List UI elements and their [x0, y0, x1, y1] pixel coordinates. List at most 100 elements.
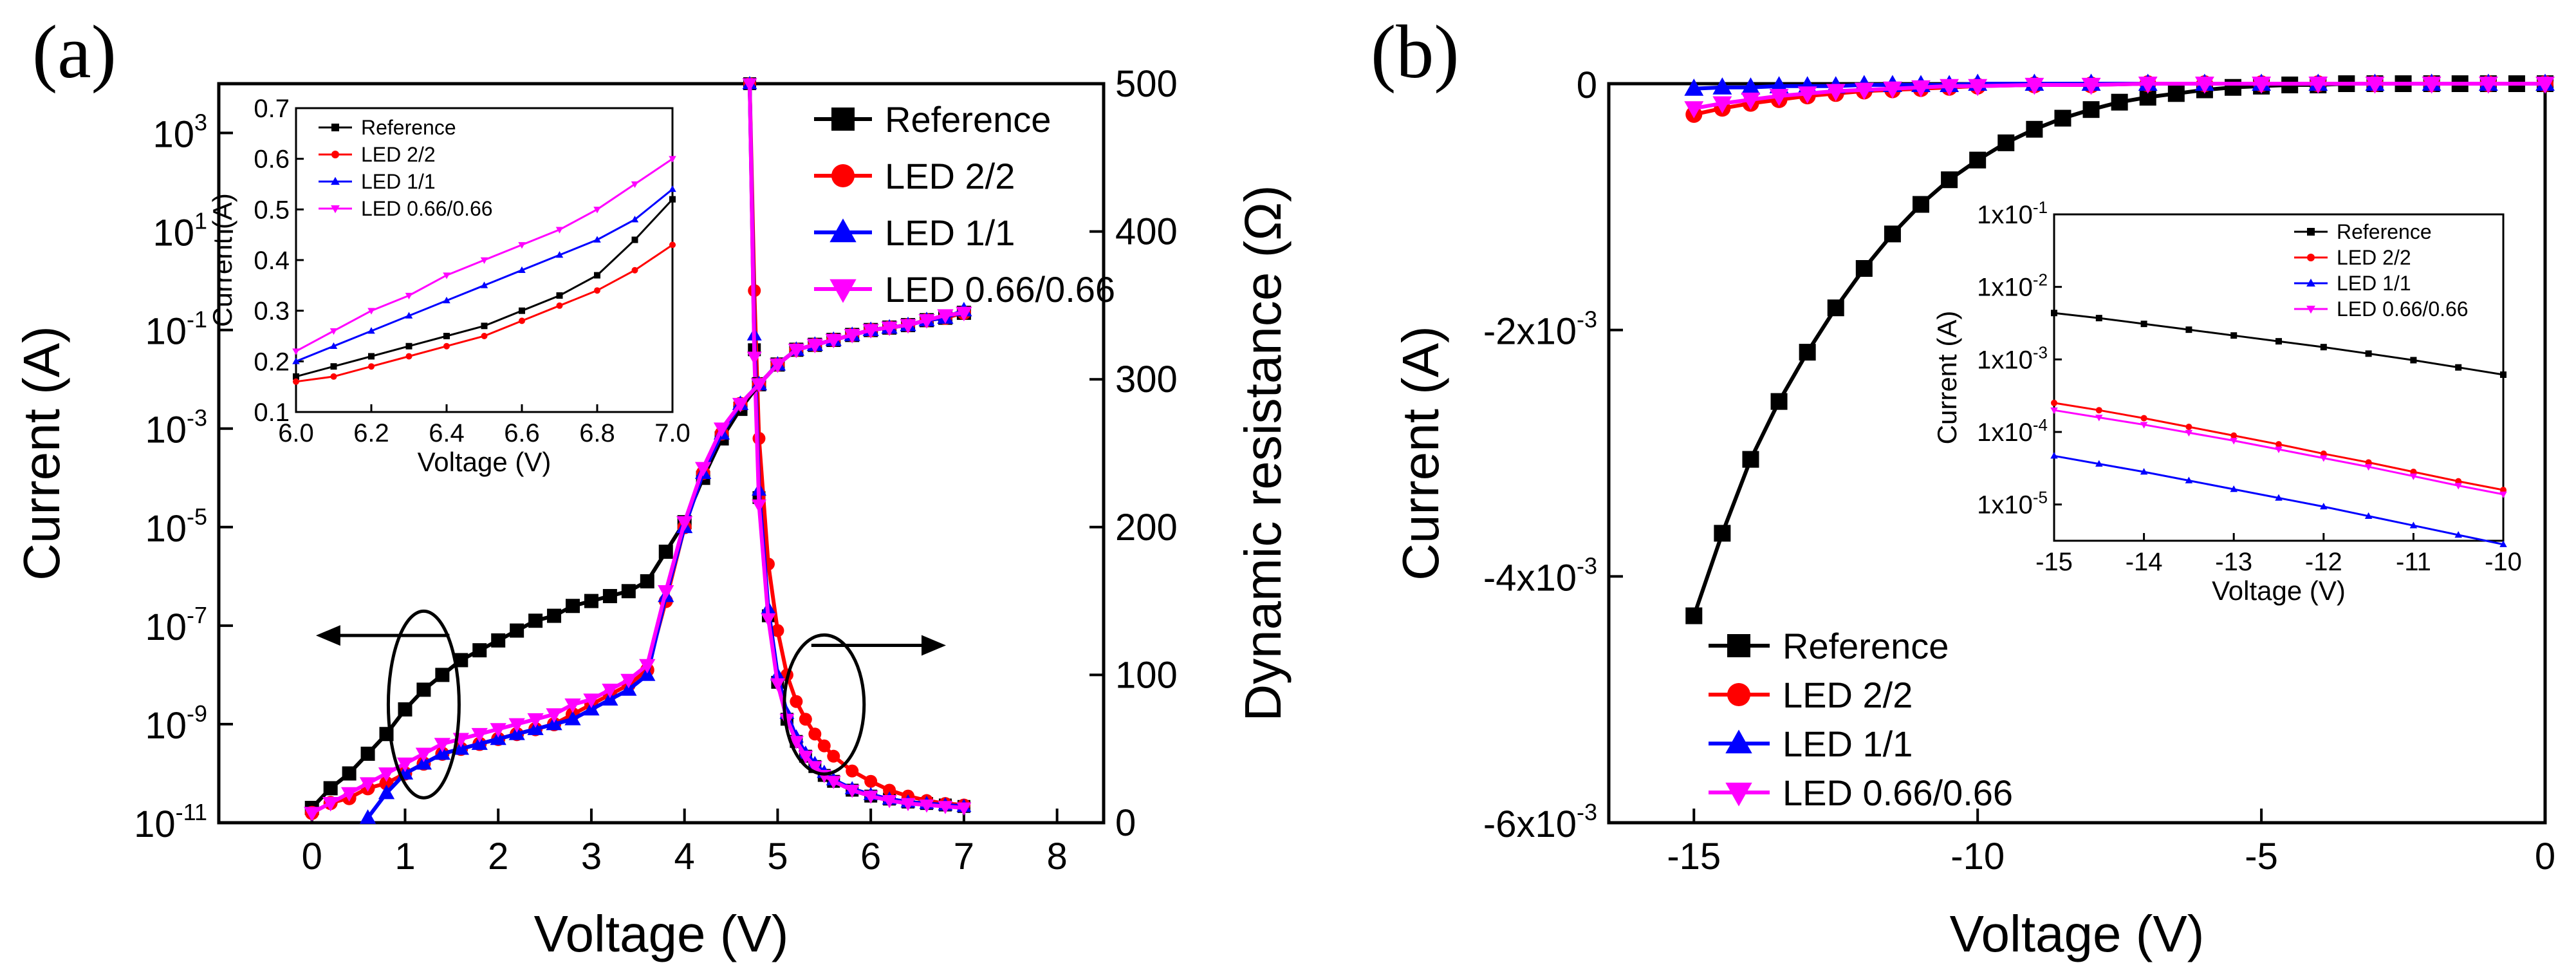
inset-data-point — [556, 302, 563, 309]
rd-data-point — [799, 713, 812, 726]
rd-data-point — [826, 776, 841, 789]
y2-tick-label: 200 — [1115, 507, 1178, 548]
inset-legend-marker — [331, 151, 339, 158]
inset-data-point — [518, 242, 526, 249]
inset-b-data-point — [2454, 483, 2462, 490]
inset-y-tick-label: 0.6 — [254, 145, 290, 174]
inset-b-data-point — [2095, 415, 2103, 422]
rd-data-point — [883, 783, 896, 797]
b-data-point — [2111, 93, 2128, 111]
inset-data-point — [631, 181, 639, 188]
inset-data-point — [443, 272, 450, 279]
inset-b-y-axis-title: Current (A) — [1932, 311, 1962, 445]
inset-data-point — [329, 342, 338, 349]
legend-label: LED 1/1 — [885, 212, 1015, 253]
x-tick-label: 1 — [394, 836, 415, 877]
legend-marker-b — [1727, 634, 1750, 657]
b-data-point — [2026, 120, 2043, 138]
inset-b-data-point — [2275, 494, 2283, 501]
x-tick-label: 6 — [860, 836, 881, 877]
y-axis-title-b: Current (A) — [1392, 326, 1449, 581]
inset-data-point — [293, 378, 299, 385]
rd-data-point — [779, 713, 795, 727]
iv-data-point — [359, 809, 376, 824]
inset-data-point — [480, 281, 488, 288]
iv-data-point — [415, 747, 432, 763]
inset-data-point — [405, 312, 413, 319]
y-tick-label-b: 0 — [1577, 64, 1597, 106]
b-data-point — [1684, 79, 1704, 96]
b-data-point — [2082, 101, 2100, 118]
legend-marker-b — [1727, 683, 1750, 706]
legend-label-b: LED 0.66/0.66 — [1783, 773, 2013, 813]
y2-tick-label: 100 — [1115, 654, 1178, 696]
iv-data-point — [621, 584, 636, 599]
iv-data-point — [937, 309, 954, 324]
iv-data-point — [510, 623, 524, 638]
iv-data-point — [435, 668, 450, 682]
inset-b-data-point — [2095, 315, 2102, 322]
inset-b-data-point — [2365, 459, 2372, 466]
inset-data-point — [368, 363, 375, 370]
iv-data-point — [434, 745, 451, 760]
inset-b-data-point — [2230, 332, 2238, 339]
inset-y-tick-label: 0.5 — [254, 196, 290, 224]
b-data-point — [2138, 76, 2158, 94]
b-data-point — [2422, 76, 2442, 94]
rd-data-point — [864, 774, 878, 788]
inset-b-data-point — [2499, 540, 2507, 547]
inset-b-data-point — [2275, 446, 2283, 454]
b-data-point — [1712, 77, 1732, 95]
y-tick-label-b: -4x10-3 — [1483, 552, 1597, 599]
inset-b-legend-marker — [2306, 278, 2315, 287]
inset-b-data-point — [2230, 432, 2238, 439]
rd-data-point — [863, 791, 878, 804]
y2-tick-label: 500 — [1115, 63, 1178, 105]
legend-marker — [829, 218, 857, 243]
x-tick-label-b: 0 — [2535, 836, 2555, 877]
y-tick-label: 10-5 — [145, 503, 207, 550]
inset-data-point — [631, 236, 638, 243]
iv-data-point — [378, 767, 395, 782]
rd-data-point — [846, 764, 859, 778]
legend-marker — [831, 164, 855, 187]
panel-b-inset-chart: -15 -14 -13 -12 -11 -10 1x10-1 1x10-2 1x10-3 1x10… — [1932, 198, 2522, 606]
iv-data-point — [396, 757, 414, 773]
inset-b-x-axis-title: Voltage (V) — [2212, 576, 2346, 606]
inset-data-point — [669, 156, 676, 163]
inset-legend-label: LED 2/2 — [361, 143, 436, 166]
inset-b-data-point — [2500, 371, 2507, 378]
inset-data-point — [519, 317, 525, 324]
iv-data-point — [825, 333, 842, 349]
inset-data-point — [330, 363, 337, 370]
inset-b-data-point — [2320, 455, 2328, 462]
iv-data-point — [527, 713, 544, 728]
rd-data-point — [761, 613, 776, 627]
legend-label-b: LED 2/2 — [1783, 675, 1913, 715]
inset-b-data-point — [2455, 364, 2462, 371]
iv-data-point — [676, 516, 693, 531]
inset-x-tick-label: 6.8 — [579, 419, 615, 447]
iv-data-point — [694, 462, 712, 477]
inset-data-point — [669, 196, 676, 203]
inset-y-tick-label: 0.1 — [254, 398, 290, 427]
b-data-point — [2225, 79, 2241, 96]
legend-label: Reference — [885, 99, 1051, 140]
iv-data-point — [340, 787, 358, 802]
y-tick-label-b: -6x10-3 — [1483, 799, 1597, 845]
b-data-point — [1855, 260, 1873, 277]
inset-b-data-point — [2230, 438, 2238, 445]
iv-data-point — [547, 608, 562, 623]
inset-frame-b — [2053, 213, 2505, 542]
inset-b-data-point — [2364, 512, 2373, 519]
iv-data-point — [583, 700, 600, 716]
b-data-point — [1940, 79, 1960, 97]
inset-y-tick-label: 0.4 — [254, 247, 290, 275]
rd-data-point — [808, 727, 822, 741]
inset-b-data-point — [2410, 468, 2417, 475]
rd-data-point — [817, 739, 831, 753]
b-data-point — [1685, 607, 1703, 624]
b-data-point — [2308, 76, 2328, 94]
inset-b-legend-label: Reference — [2337, 220, 2432, 243]
inset-b-data-point — [2454, 530, 2462, 538]
